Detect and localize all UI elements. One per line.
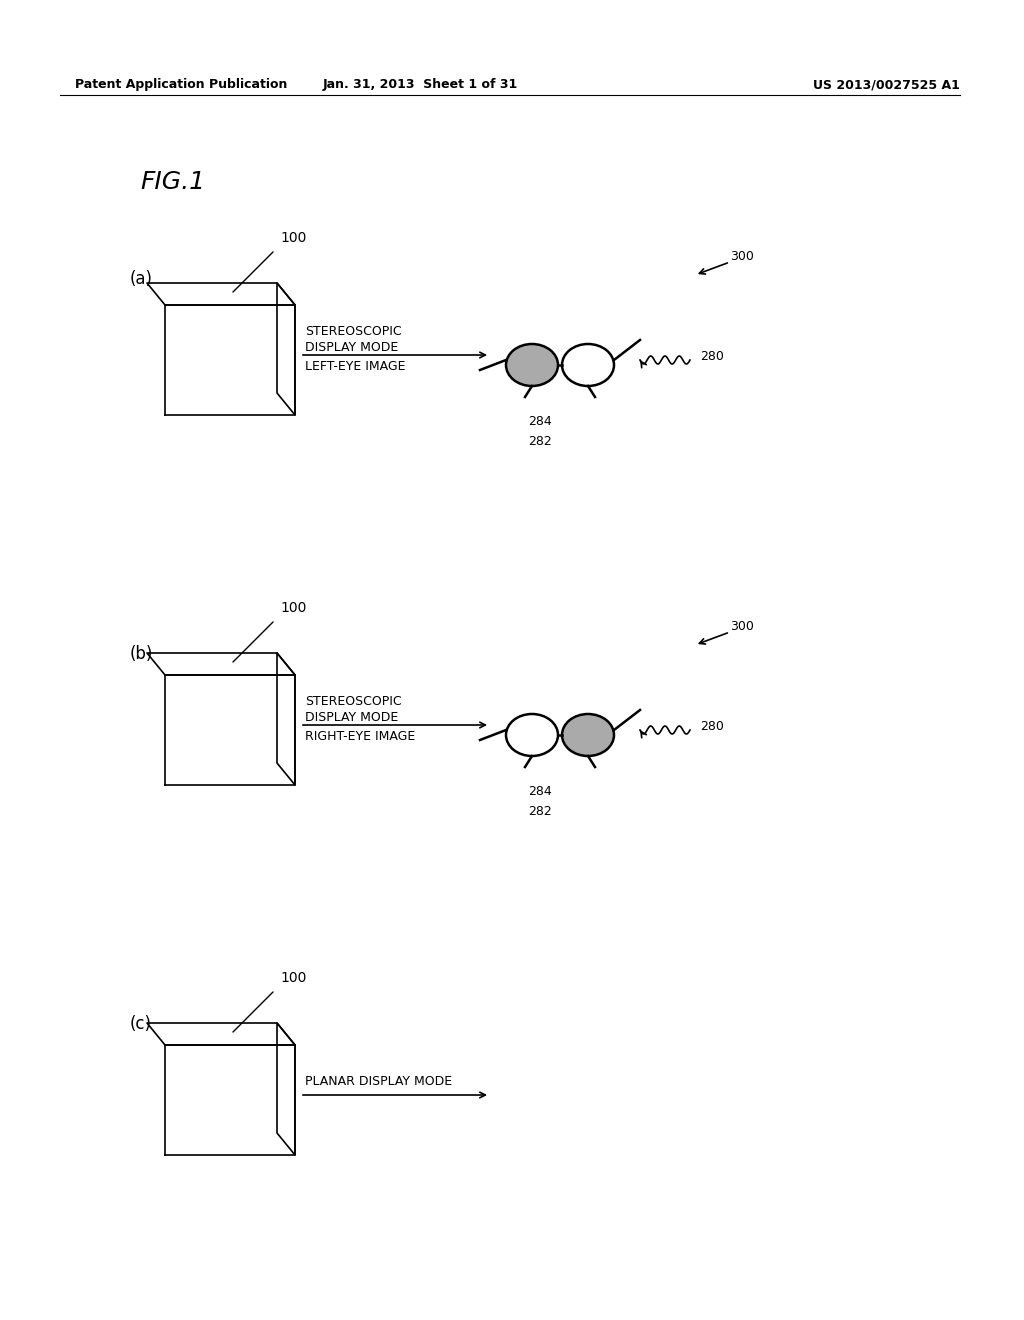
Text: 300: 300 — [730, 620, 754, 634]
Text: STEREOSCOPIC
DISPLAY MODE: STEREOSCOPIC DISPLAY MODE — [305, 696, 401, 723]
Text: LEFT-EYE IMAGE: LEFT-EYE IMAGE — [305, 360, 406, 374]
Text: 280: 280 — [700, 719, 724, 733]
Text: 284: 284 — [528, 414, 552, 428]
Text: (a): (a) — [130, 271, 153, 288]
Text: 282: 282 — [528, 436, 552, 447]
Text: RIGHT-EYE IMAGE: RIGHT-EYE IMAGE — [305, 730, 416, 743]
Ellipse shape — [506, 345, 558, 385]
Text: (c): (c) — [130, 1015, 152, 1034]
Text: FIG.1: FIG.1 — [140, 170, 205, 194]
Ellipse shape — [506, 714, 558, 756]
Text: 282: 282 — [528, 805, 552, 818]
Text: 284: 284 — [528, 785, 552, 799]
Ellipse shape — [562, 714, 614, 756]
Text: (b): (b) — [130, 645, 154, 663]
Text: Patent Application Publication: Patent Application Publication — [75, 78, 288, 91]
Text: 280: 280 — [700, 350, 724, 363]
Ellipse shape — [562, 345, 614, 385]
Text: US 2013/0027525 A1: US 2013/0027525 A1 — [813, 78, 961, 91]
Text: Jan. 31, 2013  Sheet 1 of 31: Jan. 31, 2013 Sheet 1 of 31 — [323, 78, 517, 91]
Text: STEREOSCOPIC
DISPLAY MODE: STEREOSCOPIC DISPLAY MODE — [305, 325, 401, 354]
Text: PLANAR DISPLAY MODE: PLANAR DISPLAY MODE — [305, 1074, 453, 1088]
Text: 300: 300 — [730, 249, 754, 263]
Text: 100: 100 — [280, 231, 306, 246]
Text: 100: 100 — [280, 601, 306, 615]
Text: 100: 100 — [280, 972, 306, 985]
